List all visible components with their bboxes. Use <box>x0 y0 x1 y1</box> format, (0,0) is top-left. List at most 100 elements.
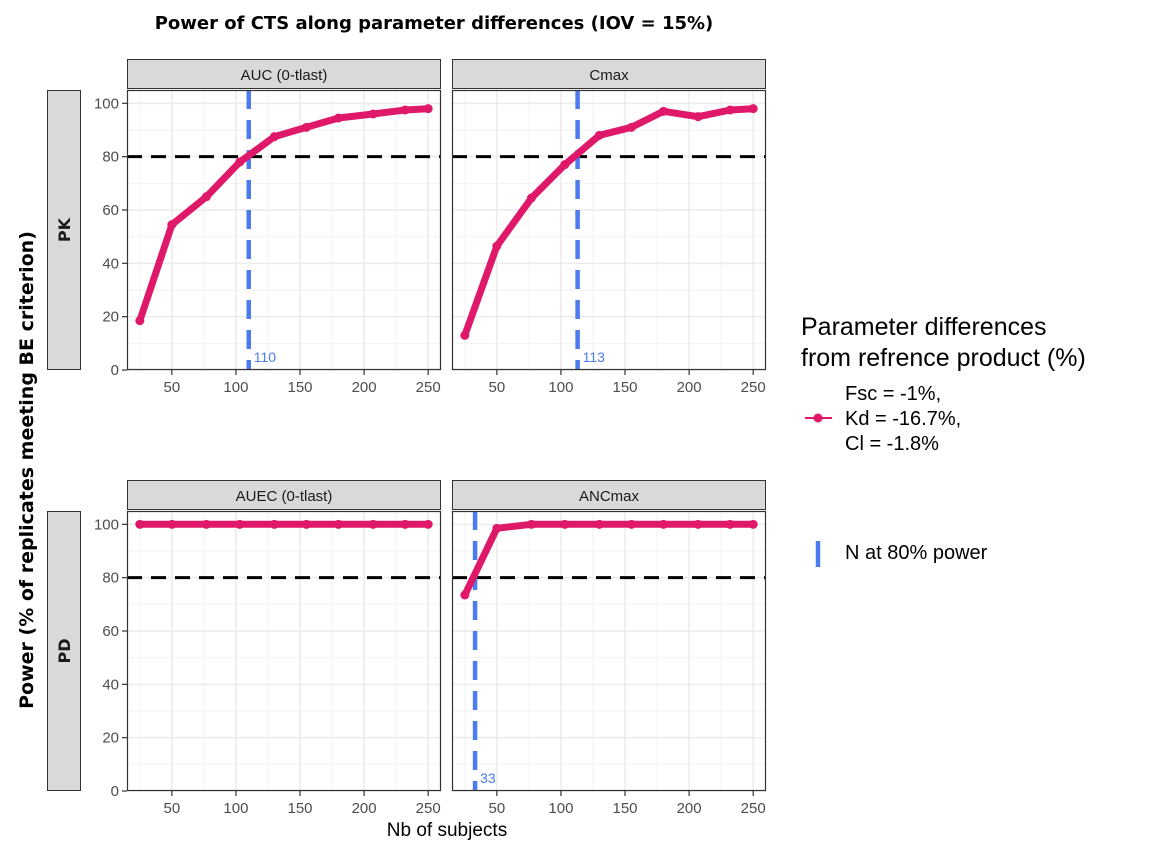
data-point <box>333 519 343 529</box>
y-tick-label: 40 <box>102 255 119 272</box>
legend-series-label-line-1: Fsc = -1%, <box>845 383 941 405</box>
data-point <box>748 104 758 114</box>
y-tick-label: 60 <box>102 623 119 640</box>
x-tick-label: 50 <box>164 800 181 817</box>
y-tick-label: 20 <box>102 730 119 747</box>
x-tick-label: 50 <box>164 379 181 396</box>
legend-series-label-line-2: Kd = -16.7%, <box>845 408 961 430</box>
x-tick-label: 50 <box>489 800 506 817</box>
data-point <box>560 160 570 170</box>
data-point <box>368 519 378 529</box>
data-point <box>594 130 604 140</box>
x-tick-label: 250 <box>416 800 441 817</box>
data-point <box>725 105 735 115</box>
y-axis-label: Power (% of replicates meeting BE criter… <box>16 231 38 709</box>
data-point <box>423 519 433 529</box>
row-strip-pk <box>47 90 81 370</box>
data-point <box>269 519 279 529</box>
x-tick-label: 150 <box>613 800 638 817</box>
row-strip-label-pk: PK <box>55 217 74 242</box>
data-point <box>201 192 211 202</box>
panel-strip <box>127 59 441 89</box>
panel-2: AUEC (0-tlast) 50 100 150 200 250 0 20 40 60 80 100 <box>94 480 442 817</box>
series-line <box>136 105 432 325</box>
x-tick-label: 100 <box>548 800 573 817</box>
data-point <box>626 519 636 529</box>
data-point <box>658 106 668 116</box>
data-point <box>725 519 735 529</box>
data-point <box>301 122 311 132</box>
y-tick-label: 100 <box>94 516 119 533</box>
data-point <box>333 113 343 123</box>
y-tick-label: 40 <box>102 676 119 693</box>
data-point <box>560 519 570 529</box>
legend-title-line-2: from refrence product (%) <box>801 344 1086 372</box>
y-tick-label: 20 <box>102 309 119 326</box>
x-tick-label: 200 <box>352 379 377 396</box>
chart-title: Power of CTS along parameter differences… <box>155 13 714 34</box>
data-point <box>626 122 636 132</box>
panel-strip-label: ANCmax <box>579 488 640 505</box>
legend-title-line-1: Parameter differences <box>801 313 1047 341</box>
data-point <box>167 220 177 230</box>
y-tick-label: 80 <box>102 149 119 166</box>
data-point <box>748 519 758 529</box>
panel-strip-label: AUEC (0-tlast) <box>236 488 333 505</box>
data-point <box>492 523 502 533</box>
data-point <box>400 105 410 115</box>
y-tick-label: 0 <box>111 362 119 379</box>
data-point <box>201 519 211 529</box>
panel-strip-label: AUC (0-tlast) <box>241 67 328 84</box>
data-point <box>235 157 245 167</box>
n80-label: 113 <box>583 349 606 365</box>
panel-strip-label: Cmax <box>589 67 629 84</box>
row-strip-label-pd: PD <box>55 638 74 663</box>
x-tick-label: 200 <box>677 379 702 396</box>
data-point <box>400 519 410 529</box>
panel-3: ANCmax 33 50 100 150 200 250 <box>451 480 767 817</box>
data-point <box>526 193 536 203</box>
data-point <box>368 109 378 119</box>
data-point <box>301 519 311 529</box>
data-point <box>460 330 470 340</box>
x-tick-label: 100 <box>223 379 248 396</box>
x-tick-label: 250 <box>416 379 441 396</box>
x-tick-label: 150 <box>288 800 313 817</box>
x-tick-label: 150 <box>613 379 638 396</box>
x-tick-label: 200 <box>677 800 702 817</box>
y-tick-label: 100 <box>94 95 119 112</box>
y-tick-label: 80 <box>102 570 119 587</box>
data-point <box>492 241 502 251</box>
data-point <box>235 519 245 529</box>
data-point <box>693 112 703 122</box>
n80-label: 33 <box>480 770 496 786</box>
legend-series-label-line-3: Cl = -1.8% <box>845 433 939 455</box>
data-point <box>693 519 703 529</box>
x-tick-label: 200 <box>352 800 377 817</box>
n80-label: 110 <box>254 349 277 365</box>
panel-border <box>451 510 767 792</box>
data-point <box>526 519 536 529</box>
y-tick-label: 0 <box>111 783 119 800</box>
legend-vline-label: N at 80% power <box>845 542 988 564</box>
x-tick-label: 250 <box>741 379 766 396</box>
data-point <box>135 519 145 529</box>
legend-series-key-point <box>813 413 823 423</box>
data-point <box>594 519 604 529</box>
x-tick-label: 250 <box>741 800 766 817</box>
data-point <box>658 519 668 529</box>
panel-background <box>127 511 441 791</box>
x-tick-label: 100 <box>223 800 248 817</box>
panel-0: AUC (0-tlast) 110 50 100 150 200 250 0 20 40 60 80 1… <box>94 59 442 396</box>
panel-strip <box>452 480 766 510</box>
row-strip-pd <box>47 511 81 791</box>
panel-border <box>126 510 442 792</box>
x-tick-label: 100 <box>548 379 573 396</box>
x-tick-label: 150 <box>288 379 313 396</box>
legend: Parameter differences from refrence produ… <box>801 313 1086 567</box>
x-axis-label: Nb of subjects <box>387 820 507 841</box>
series-line <box>461 520 757 599</box>
data-point <box>460 590 470 600</box>
panel-background <box>452 511 766 791</box>
